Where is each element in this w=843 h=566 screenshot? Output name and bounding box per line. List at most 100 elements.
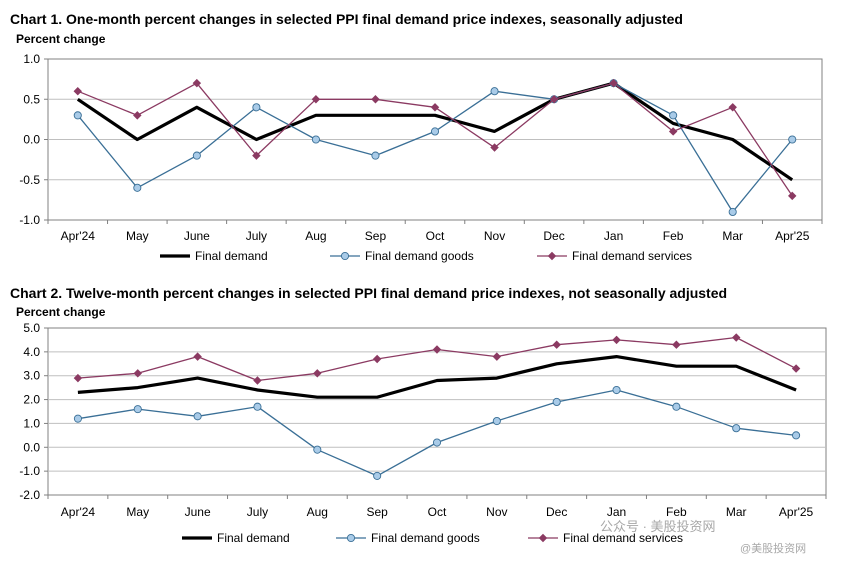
chart-2-series-final-demand-services-point xyxy=(732,333,741,342)
chart-2-series-final-demand-services-point xyxy=(253,376,262,385)
chart-2-series-final-demand-goods-point xyxy=(612,385,621,395)
chart-1-series-final-demand-goods-point xyxy=(252,103,261,112)
chart-2-series-final-demand-goods-point xyxy=(193,412,202,421)
chart-2-series-final-demand-goods-point xyxy=(253,402,262,411)
chart-1-series-final-demand-services-point xyxy=(430,103,440,112)
chart-1-series-final-demand-services-point xyxy=(192,78,202,88)
chart-1-series-final-demand-goods-point xyxy=(788,135,797,144)
chart-2-series-final-demand-services-line xyxy=(77,336,797,382)
chart-2-y-axis-label: Percent change xyxy=(16,305,106,319)
chart-1-x-tick-label: Aug xyxy=(305,229,326,243)
chart-1-series-final-demand-services-point xyxy=(311,95,321,104)
chart-2-x-tick-label: July xyxy=(247,505,268,519)
chart-2-x-tick-label: Jan xyxy=(607,505,626,519)
chart-2-y-tick-label: 5.0 xyxy=(23,321,40,335)
chart-2-series-final-demand-services-point xyxy=(492,352,502,361)
chart-1-x-tick-label: Apr'24 xyxy=(61,229,96,243)
chart-1-series-final-demand-services-point xyxy=(668,127,678,136)
chart-2-y-tick-label: 2.0 xyxy=(23,393,40,407)
chart-1-x-tick-label: Mar xyxy=(722,229,743,243)
chart-2-legend-final-demand-services-marker xyxy=(538,533,548,543)
chart-2-series-final-demand-services-point xyxy=(552,340,561,349)
watermark-line-1: 公众号 · 美股投资网 xyxy=(600,519,716,534)
chart-2-series-final-demand-goods-point xyxy=(73,414,82,423)
chart-2-series-final-demand-goods-point xyxy=(792,431,801,440)
chart-1-x-tick-label: Apr'25 xyxy=(775,229,810,243)
chart-1-series-final-demand-goods-point xyxy=(192,151,201,160)
chart-1-series-final-demand-services-point xyxy=(73,86,82,96)
chart-1-x-tick-label: Oct xyxy=(426,229,445,243)
chart-2-series-final-demand-services-point xyxy=(73,373,83,383)
chart-1-series-final-demand-services-point xyxy=(252,151,261,160)
chart-1-series-final-demand-goods-point xyxy=(669,111,678,120)
chart-2-x-tick-label: Apr'24 xyxy=(61,505,96,519)
chart-2-legend-final-demand-services-label: Final demand services xyxy=(563,531,683,545)
chart-2-x-tick-label: Feb xyxy=(666,505,687,519)
chart-2-y-tick-label: -1.0 xyxy=(19,464,40,478)
chart-2-x-tick-label: Dec xyxy=(546,505,567,519)
chart-2-series-final-demand-services-point xyxy=(193,352,202,361)
chart-2-series-final-demand-services-point xyxy=(372,354,382,364)
chart-1-series-final-demand-services-point xyxy=(609,78,618,88)
chart-1-series-final-demand-goods-point xyxy=(133,183,142,192)
chart-2-series-final-demand-goods-point xyxy=(432,438,442,447)
chart-1-series-final-demand-goods-point xyxy=(430,127,440,136)
chart-2-y-tick-label: 0.0 xyxy=(23,440,40,454)
chart-2-x-tick-label: Nov xyxy=(486,505,507,519)
chart-2-y-tick-label: 1.0 xyxy=(23,416,40,430)
chart-1-y-tick-label: 0.0 xyxy=(23,133,40,147)
chart-2-series-final-demand-services-point xyxy=(791,364,801,373)
chart-2-series-final-demand-goods-point xyxy=(373,471,382,480)
chart-1-x-tick-label: May xyxy=(126,229,149,243)
chart-1-y-axis-label: Percent change xyxy=(16,32,106,46)
chart-1-y-tick-label: -1.0 xyxy=(19,213,40,227)
chart-1-series-final-demand-services-point xyxy=(549,95,559,104)
chart-2-x-tick-label: Sep xyxy=(366,505,388,519)
chart-2-series-final-demand-services-point xyxy=(432,345,442,354)
chart-1-plot: 1.0 0.5 0.0 -0.5 -1.0 Apr'24 May June July Aug Sep… xyxy=(19,52,823,263)
chart-1-legend-final-demand-goods-label: Final demand goods xyxy=(365,249,474,263)
chart-1: Chart 1. One-month percent changes in se… xyxy=(0,0,843,270)
chart-1-y-tick-label: 0.5 xyxy=(23,92,40,106)
chart-1-x-tick-label: June xyxy=(184,229,210,243)
chart-1-series-final-demand-services-point xyxy=(788,191,797,201)
chart-1-series-final-demand-services-point xyxy=(490,143,499,152)
chart-1-series-final-demand-goods-point xyxy=(728,207,737,216)
chart-1-legend-final-demand-label: Final demand xyxy=(195,249,268,263)
chart-2-y-tick-label: 4.0 xyxy=(23,345,40,359)
chart-2-x-tick-label: Mar xyxy=(726,505,747,519)
chart-2-series-final-demand-services-point xyxy=(133,369,142,378)
chart-1-legend-final-demand-goods-marker xyxy=(340,251,350,261)
chart-1-x-tick-label: Nov xyxy=(484,229,505,243)
chart-2-series-final-demand-services-point xyxy=(313,369,322,378)
watermark-line-2: @美股投资网 xyxy=(740,543,807,555)
chart-1-series-final-demand-goods-point xyxy=(73,111,82,120)
chart-2-series-final-demand-goods-point xyxy=(313,445,322,454)
chart-1-y-tick-label: 1.0 xyxy=(23,52,40,66)
chart-1-x-tick-label: Feb xyxy=(663,229,684,243)
chart-2-x-tick-label: Apr'25 xyxy=(779,505,814,519)
chart-2-series-final-demand-goods-point xyxy=(133,405,142,414)
chart-1-x-tick-label: Jan xyxy=(604,229,623,243)
chart-1-x-tick-label: July xyxy=(246,229,267,243)
chart-1-x-tick-label: Sep xyxy=(365,229,387,243)
chart-2-legend-final-demand-label: Final demand xyxy=(217,531,290,545)
chart-1-series-final-demand-goods-point xyxy=(311,135,320,144)
chart-2-series-final-demand-goods-point xyxy=(492,416,501,426)
chart-2-series-final-demand-goods-point xyxy=(552,397,561,407)
chart-2-series-final-demand-services-point xyxy=(612,335,621,345)
chart-2-y-tick-label: -2.0 xyxy=(19,488,40,502)
chart-2-series-final-demand-goods-point xyxy=(732,424,741,433)
chart-2-series-final-demand-goods-line xyxy=(77,389,797,477)
chart-2-plot-frame xyxy=(47,327,827,496)
chart-1-series-final-demand-services-point xyxy=(728,103,737,112)
chart-1-legend-final-demand-services-marker xyxy=(547,251,557,261)
chart-1-y-tick-label: -0.5 xyxy=(19,173,40,187)
chart-2-series-final-demand-services-point xyxy=(672,340,681,349)
chart-2-y-tick-label: 3.0 xyxy=(23,369,40,383)
chart-1-series-final-demand-goods-point xyxy=(490,87,499,96)
chart-2-x-tick-label: May xyxy=(126,505,149,519)
chart-1-legend-final-demand-services-label: Final demand services xyxy=(572,249,692,263)
